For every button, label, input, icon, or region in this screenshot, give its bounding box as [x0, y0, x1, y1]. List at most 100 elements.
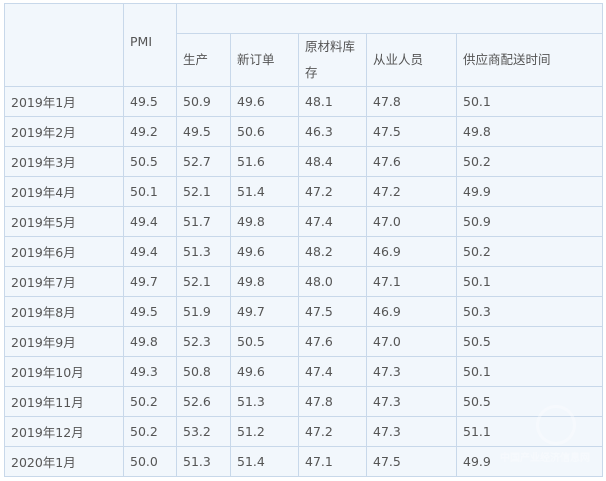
- cell-new-orders: 49.6: [230, 356, 299, 387]
- cell-supplier-delivery-time: 49.9: [455, 446, 604, 477]
- header-group-blank: [175, 3, 604, 34]
- table-row: 2019年7月 49.7 52.1 49.8 48.0 47.1 50.1: [4, 266, 604, 297]
- cell-raw-material-inventory: 48.2: [298, 236, 367, 267]
- cell-new-orders: 51.4: [230, 446, 299, 477]
- cell-employment: 47.3: [366, 416, 457, 447]
- cell-raw-material-inventory: 47.5: [298, 296, 367, 327]
- cell-employment: 47.5: [366, 116, 457, 147]
- cell-pmi: 49.5: [123, 296, 177, 327]
- cell-production: 52.1: [176, 176, 231, 207]
- cell-supplier-delivery-time: 50.3: [455, 296, 604, 327]
- header-employment: 从业人员: [366, 33, 457, 87]
- cell-production: 52.7: [176, 146, 231, 177]
- cell-month: 2019年7月: [4, 266, 124, 297]
- cell-pmi: 50.0: [123, 446, 177, 477]
- cell-production: 52.6: [176, 386, 231, 417]
- cell-supplier-delivery-time: 51.1: [455, 416, 604, 447]
- cell-month: 2019年9月: [4, 326, 124, 357]
- cell-production: 51.7: [176, 206, 231, 237]
- pmi-table: PMI 生产 新订单 原材料库存 从业人员 供应商配送时间 2019年1月 49.…: [4, 3, 604, 477]
- cell-production: 49.5: [176, 116, 231, 147]
- cell-employment: 46.9: [366, 236, 457, 267]
- cell-raw-material-inventory: 47.6: [298, 326, 367, 357]
- cell-supplier-delivery-time: 50.2: [455, 236, 604, 267]
- header-pmi: PMI: [123, 3, 177, 87]
- cell-new-orders: 51.6: [230, 146, 299, 177]
- cell-supplier-delivery-time: 50.1: [455, 356, 604, 387]
- table-row: 2019年11月 50.2 52.6 51.3 47.8 47.3 50.5: [4, 386, 604, 417]
- table-row: 2019年9月 49.8 52.3 50.5 47.6 47.0 50.5: [4, 326, 604, 357]
- cell-pmi: 49.4: [123, 206, 177, 237]
- cell-supplier-delivery-time: 50.1: [455, 266, 604, 297]
- cell-new-orders: 49.6: [230, 236, 299, 267]
- cell-pmi: 50.1: [123, 176, 177, 207]
- cell-pmi: 50.5: [123, 146, 177, 177]
- cell-employment: 47.0: [366, 206, 457, 237]
- cell-supplier-delivery-time: 50.2: [455, 146, 604, 177]
- cell-supplier-delivery-time: 49.8: [455, 116, 604, 147]
- cell-month: 2019年3月: [4, 146, 124, 177]
- header-month-blank: [4, 3, 124, 87]
- cell-employment: 47.5: [366, 446, 457, 477]
- header-production: 生产: [176, 33, 231, 87]
- cell-month: 2019年2月: [4, 116, 124, 147]
- cell-month: 2019年8月: [4, 296, 124, 327]
- table-row: 2019年12月 50.2 53.2 51.2 47.2 47.3 51.1: [4, 416, 604, 447]
- cell-employment: 47.6: [366, 146, 457, 177]
- cell-raw-material-inventory: 48.4: [298, 146, 367, 177]
- cell-supplier-delivery-time: 49.9: [455, 176, 604, 207]
- cell-month: 2019年6月: [4, 236, 124, 267]
- header-supplier-delivery-time: 供应商配送时间: [455, 33, 604, 87]
- cell-production: 52.3: [176, 326, 231, 357]
- cell-month: 2019年10月: [4, 356, 124, 387]
- cell-raw-material-inventory: 47.2: [298, 176, 367, 207]
- cell-pmi: 49.3: [123, 356, 177, 387]
- cell-production: 53.2: [176, 416, 231, 447]
- cell-raw-material-inventory: 47.4: [298, 206, 367, 237]
- cell-new-orders: 50.6: [230, 116, 299, 147]
- cell-pmi: 49.8: [123, 326, 177, 357]
- header-raw-material-inventory: 原材料库存: [298, 33, 367, 87]
- cell-raw-material-inventory: 47.8: [298, 386, 367, 417]
- table-row: 2019年3月 50.5 52.7 51.6 48.4 47.6 50.2: [4, 146, 604, 177]
- cell-employment: 47.2: [366, 176, 457, 207]
- cell-pmi: 50.2: [123, 416, 177, 447]
- cell-month: 2019年1月: [4, 86, 124, 117]
- table-row: 2019年5月 49.4 51.7 49.8 47.4 47.0 50.9: [4, 206, 604, 237]
- cell-supplier-delivery-time: 50.9: [455, 206, 604, 237]
- cell-month: 2020年1月: [4, 446, 124, 477]
- table-row: 2019年1月 49.5 50.9 49.6 48.1 47.8 50.1: [4, 86, 604, 117]
- cell-month: 2019年11月: [4, 386, 124, 417]
- table-row: 2019年4月 50.1 52.1 51.4 47.2 47.2 49.9: [4, 176, 604, 207]
- cell-new-orders: 49.8: [230, 206, 299, 237]
- table-row: 2020年1月 50.0 51.3 51.4 47.1 47.5 49.9: [4, 446, 604, 477]
- cell-raw-material-inventory: 48.0: [298, 266, 367, 297]
- table-row: 2019年2月 49.2 49.5 50.6 46.3 47.5 49.8: [4, 116, 604, 147]
- cell-new-orders: 51.4: [230, 176, 299, 207]
- cell-production: 51.3: [176, 446, 231, 477]
- cell-new-orders: 51.3: [230, 386, 299, 417]
- cell-month: 2019年12月: [4, 416, 124, 447]
- cell-pmi: 50.2: [123, 386, 177, 417]
- cell-supplier-delivery-time: 50.1: [455, 86, 604, 117]
- cell-pmi: 49.5: [123, 86, 177, 117]
- cell-pmi: 49.2: [123, 116, 177, 147]
- cell-employment: 47.1: [366, 266, 457, 297]
- cell-month: 2019年4月: [4, 176, 124, 207]
- cell-production: 52.1: [176, 266, 231, 297]
- cell-supplier-delivery-time: 50.5: [455, 326, 604, 357]
- cell-raw-material-inventory: 48.1: [298, 86, 367, 117]
- table-row: 2019年10月 49.3 50.8 49.6 47.4 47.3 50.1: [4, 356, 604, 387]
- cell-production: 50.9: [176, 86, 231, 117]
- cell-new-orders: 49.7: [230, 296, 299, 327]
- cell-new-orders: 49.6: [230, 86, 299, 117]
- cell-month: 2019年5月: [4, 206, 124, 237]
- cell-raw-material-inventory: 47.1: [298, 446, 367, 477]
- cell-supplier-delivery-time: 50.5: [455, 386, 604, 417]
- cell-employment: 46.9: [366, 296, 457, 327]
- cell-new-orders: 49.8: [230, 266, 299, 297]
- cell-pmi: 49.7: [123, 266, 177, 297]
- table-row: 2019年8月 49.5 51.9 49.7 47.5 46.9 50.3: [4, 296, 604, 327]
- cell-production: 51.9: [176, 296, 231, 327]
- cell-production: 51.3: [176, 236, 231, 267]
